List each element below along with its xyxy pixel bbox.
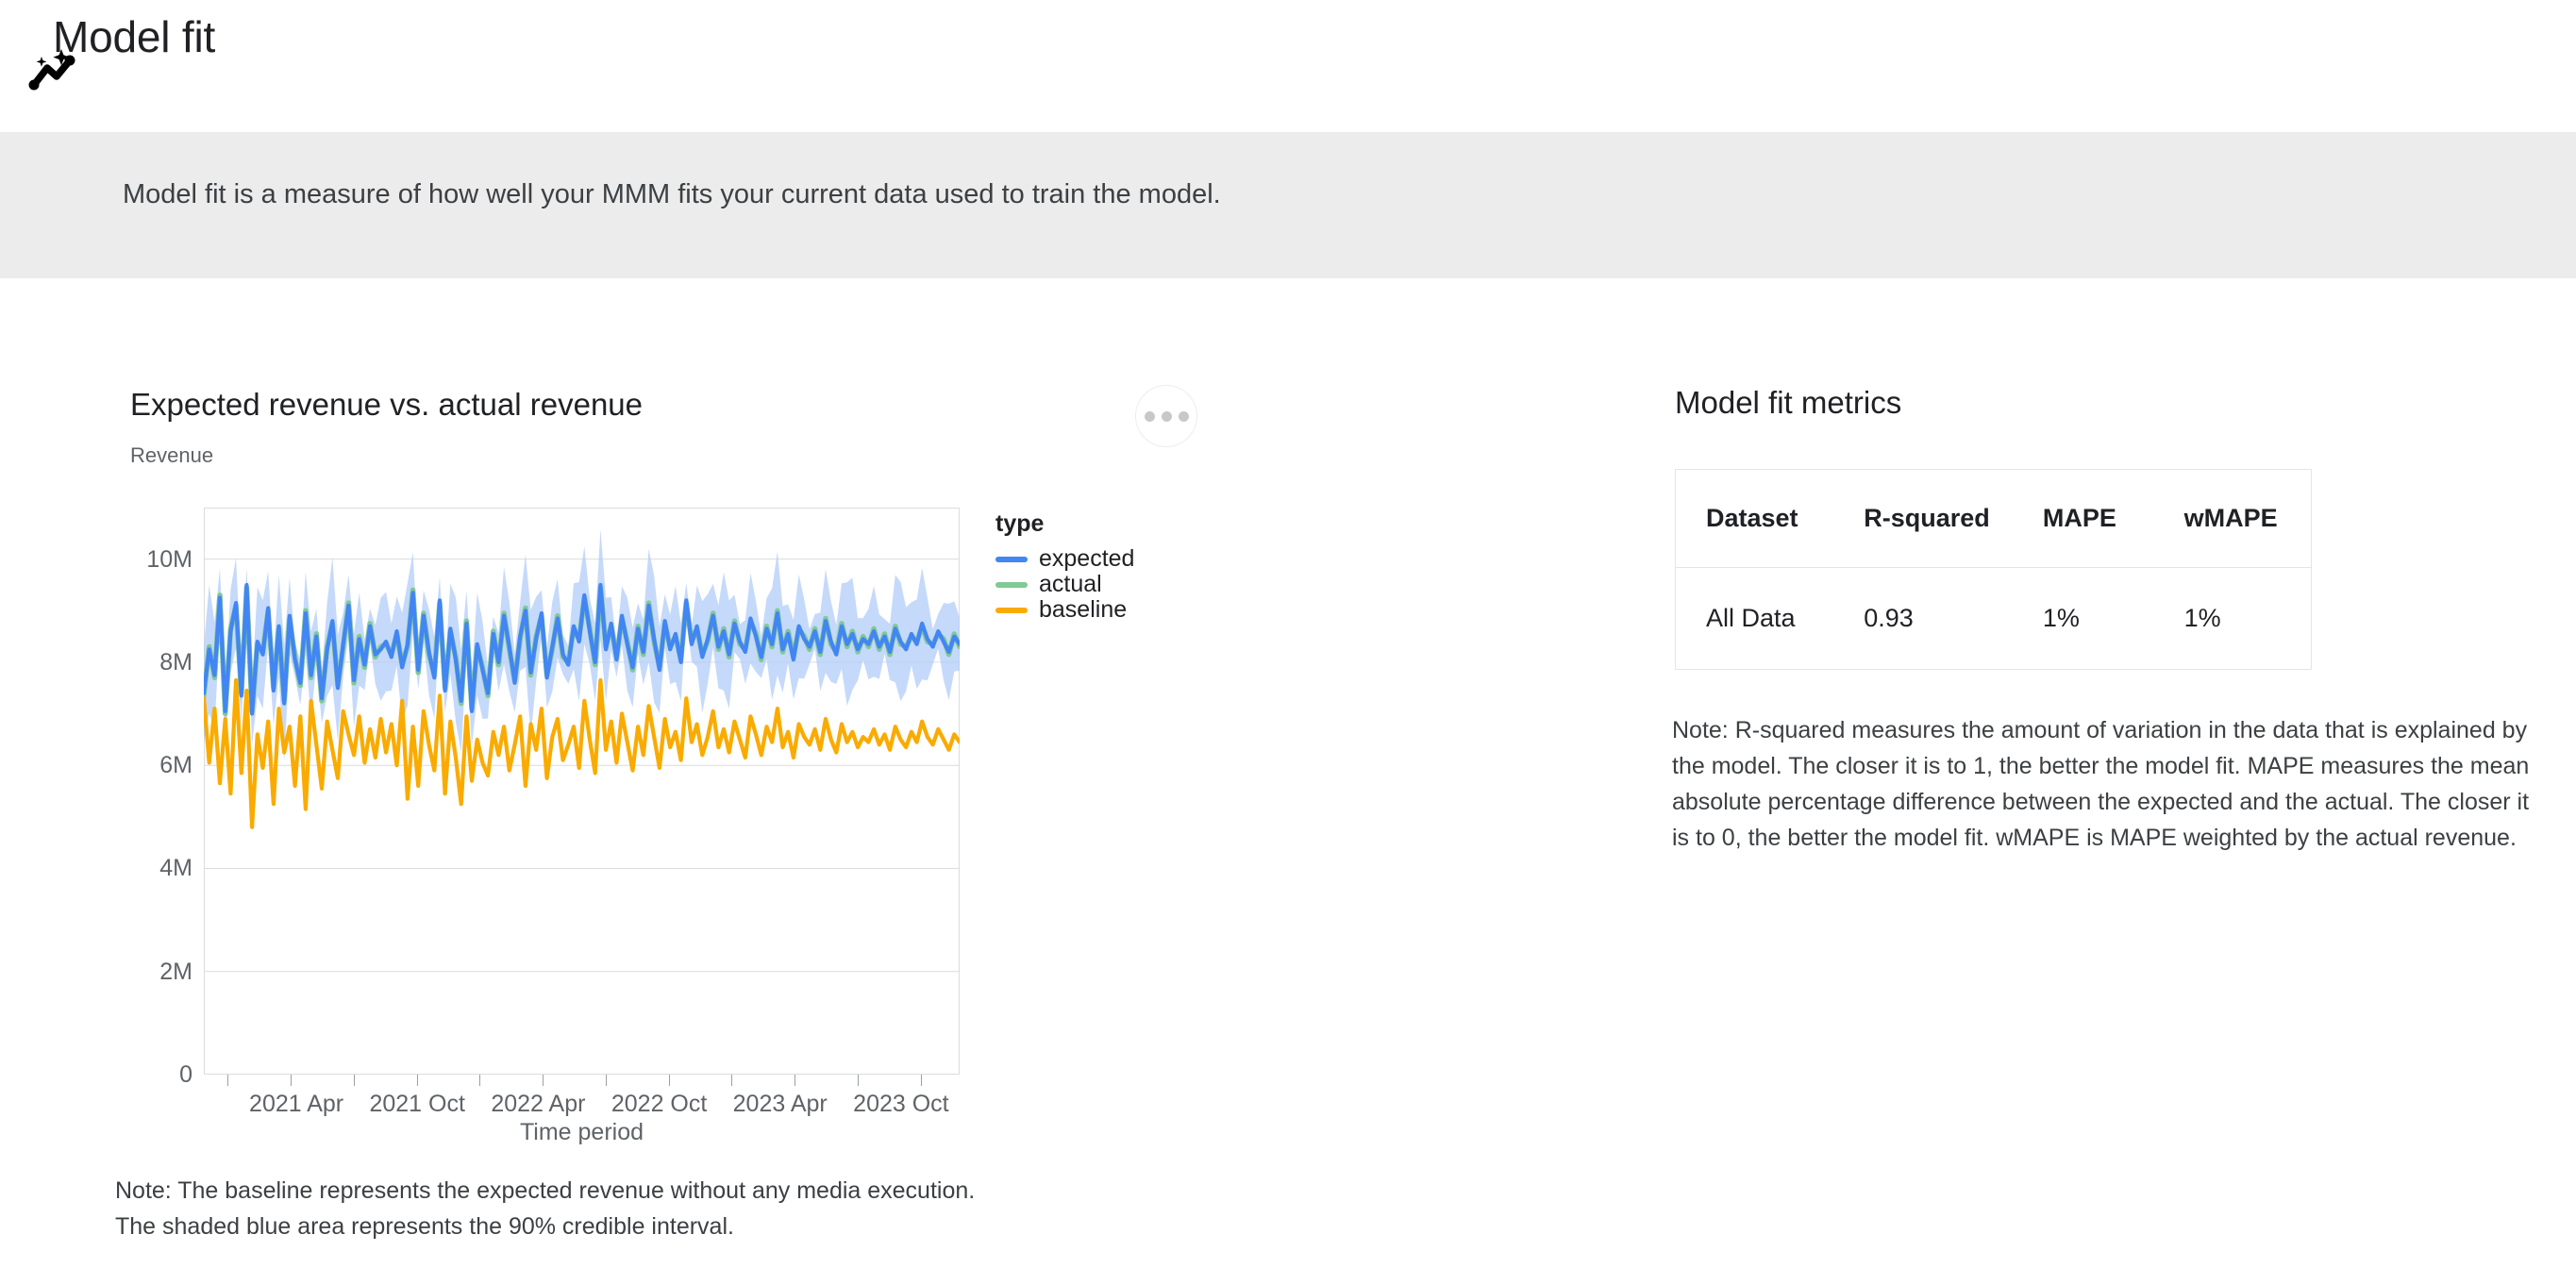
x-axis-tick-mark [227,1075,229,1086]
legend-label-baseline: baseline [1039,596,1128,623]
x-axis-tick-label: 2023 Oct [853,1091,949,1117]
x-axis-tick-label: 2023 Apr [732,1091,828,1117]
x-axis-tick-mark [857,1075,859,1086]
x-axis-tick-label: 2022 Apr [491,1091,586,1117]
legend-item-actual[interactable]: actual [995,572,1134,597]
page-title: Model fit [53,12,216,61]
more-dot-icon [1161,410,1172,422]
plot-canvas [204,529,960,973]
y-axis-tick-labels: 0 2M 4M 6M 8M 10M [72,508,192,1086]
x-axis-tick-label: 2021 Oct [369,1091,465,1117]
metrics-note: Note: R-squared measures the amount of v… [1672,717,2530,851]
model-fit-metrics-table: Dataset R-squared MAPE wMAPE All Data 0.… [1675,469,2312,670]
table-row: All Data 0.93 1% 1% [1675,567,2312,670]
metrics-title: Model fit metrics [1675,385,1902,420]
legend-item-expected[interactable]: expected [995,546,1134,572]
y-axis-tick-label: 10M [146,545,192,573]
more-dot-icon [1178,410,1189,422]
cell-mape: 1% [2042,604,2080,632]
x-axis-tick-mark [731,1075,733,1086]
y-axis-tick-label: 8M [159,648,192,676]
cell-r-squared: 0.93 [1864,604,1914,632]
x-axis-title: Time period [519,1119,644,1145]
y-axis-tick-label: 2M [159,958,192,985]
y-axis-tick-label: 4M [159,855,192,882]
legend-item-baseline[interactable]: baseline [995,597,1134,623]
legend-title: type [995,510,1045,537]
revenue-line-chart [204,508,960,1075]
info-banner [0,132,2576,278]
more-dot-icon [1144,410,1155,422]
x-axis-tick-mark [416,1075,418,1086]
banner-text: Model fit is a measure of how well your … [123,179,1221,209]
x-axis-tick-mark [605,1075,607,1086]
x-axis-tick-mark [291,1075,293,1086]
column-header-mape: MAPE [2042,504,2116,532]
table-head: Dataset R-squared MAPE wMAPE [1676,470,2312,568]
chart-more-options-button[interactable] [1135,385,1197,447]
legend-swatch-expected [995,556,1028,562]
y-axis-tick-label: 6M [159,752,192,779]
legend-label-actual: actual [1039,571,1102,597]
column-header-dataset: Dataset [1706,504,1798,532]
column-header-r-squared: R-squared [1864,504,1990,532]
x-axis-tick-mark [668,1075,670,1086]
chart-note: Note: The baseline represents the expect… [115,1177,976,1240]
chart-title: Expected revenue vs. actual revenue [130,387,644,422]
table-header-row: Dataset R-squared MAPE wMAPE [1676,470,2312,568]
chart-subtitle: Revenue [130,443,214,467]
cell-wmape: 1% [2183,604,2221,632]
x-axis-ticks: 2021 Apr 2021 Oct 2022 Apr 2022 Oct 2023 Apr… [204,1075,960,1141]
x-axis-tick-mark [353,1075,355,1086]
x-axis-tick-mark [920,1075,922,1086]
insights-sparkle-icon [26,43,83,100]
x-axis-tick-label: 2021 Apr [249,1091,344,1117]
legend-swatch-baseline [995,607,1028,613]
x-axis-tick-mark [543,1075,544,1086]
chart-legend: type expected actual baseline [995,508,1134,623]
y-axis-tick-label: 0 [179,1061,192,1088]
x-axis-tick-mark [479,1075,481,1086]
legend-label-expected: expected [1039,545,1135,572]
x-axis-tick-label: 2022 Oct [611,1091,708,1117]
cell-dataset: All Data [1706,604,1796,632]
column-header-wmape: wMAPE [2183,504,2278,532]
table-body: All Data 0.93 1% 1% [1675,567,2312,670]
legend-swatch-actual [995,581,1028,588]
